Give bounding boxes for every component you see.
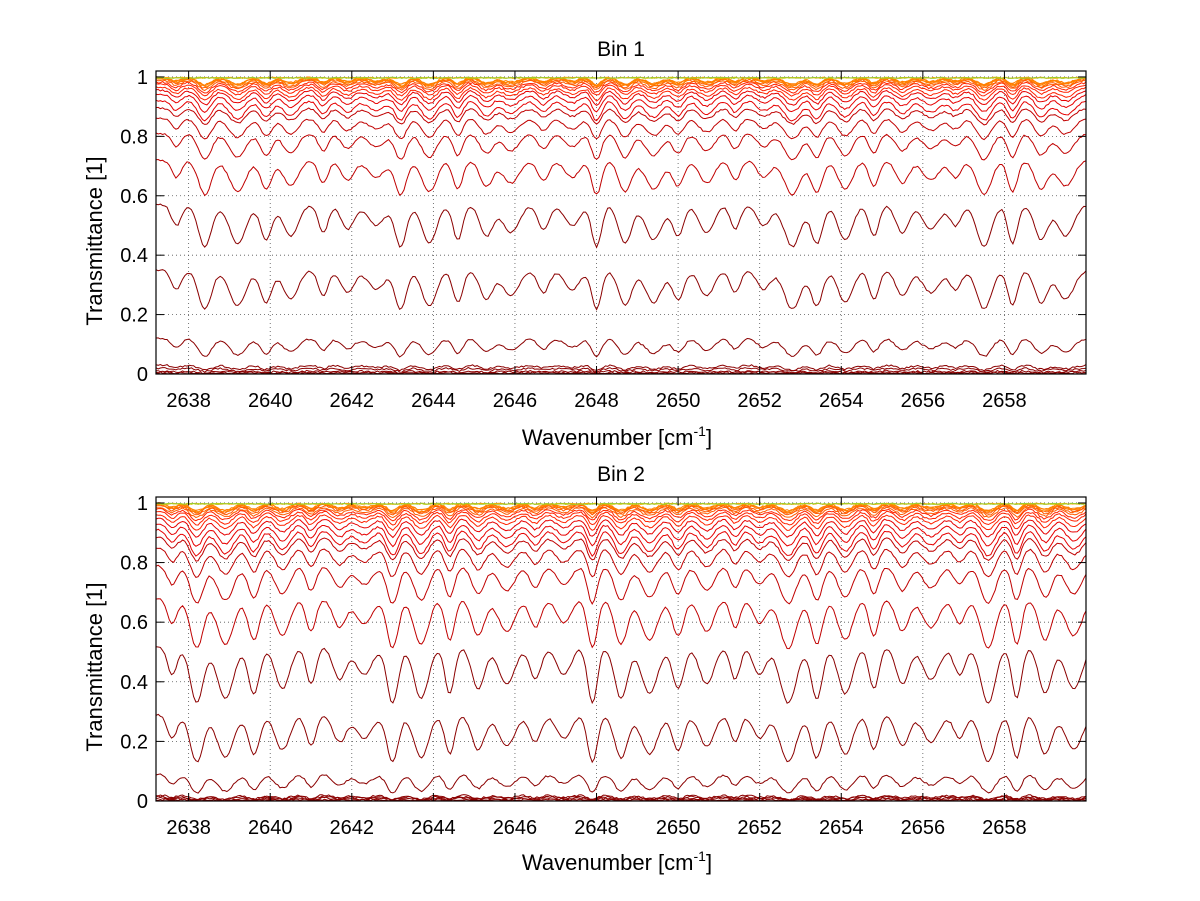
spectrum-series bbox=[155, 86, 1087, 102]
spectrum-series bbox=[155, 117, 1087, 141]
x-tick-label: 2652 bbox=[737, 390, 782, 412]
x-tick-label: 2652 bbox=[737, 817, 782, 839]
y-tick-label: 0.4 bbox=[120, 672, 148, 694]
x-tick-label: 2648 bbox=[574, 390, 619, 412]
spectrum-series bbox=[156, 794, 1087, 801]
y-tick-label: 0.2 bbox=[120, 731, 148, 753]
y-axis-label: Transmittance [1] bbox=[82, 156, 107, 325]
x-tick-label: 2646 bbox=[493, 390, 538, 412]
x-tick-label: 2644 bbox=[411, 817, 456, 839]
spectrum-series bbox=[155, 93, 1087, 113]
y-tick-label: 0.6 bbox=[120, 612, 148, 634]
spectrum-series bbox=[155, 547, 1087, 578]
chart-title: Bin 1 bbox=[597, 38, 645, 61]
x-tick-label: 2648 bbox=[574, 817, 619, 839]
x-axis-ticks: 2638 2640 2642 2644 2646 2648 2650 2652 2654 2656… bbox=[166, 497, 1027, 839]
spectrum-series bbox=[155, 366, 1087, 373]
x-tick-label: 2656 bbox=[901, 817, 946, 839]
spectrum-series bbox=[155, 369, 1087, 375]
spectrum-series bbox=[155, 79, 1087, 92]
spectrum-series bbox=[155, 269, 1087, 311]
x-tick-label: 2638 bbox=[166, 390, 211, 412]
spectrum-series bbox=[155, 106, 1087, 126]
y-axis-ticks: 0 0.2 0.4 0.6 0.8 1 bbox=[120, 493, 1086, 813]
spectrum-series bbox=[155, 203, 1087, 249]
x-tick-label: 2654 bbox=[819, 390, 864, 412]
spectrum-series bbox=[155, 76, 1087, 79]
spectrum-series bbox=[155, 773, 1087, 794]
y-tick-label: 0 bbox=[137, 791, 148, 813]
x-tick-label: 2656 bbox=[901, 390, 946, 412]
spectrum-series bbox=[155, 528, 1087, 558]
x-tick-label: 2650 bbox=[656, 817, 701, 839]
x-tick-label: 2640 bbox=[248, 390, 293, 412]
spectrum-series bbox=[155, 713, 1087, 764]
axes-frame bbox=[155, 496, 1087, 802]
chart-panel-bin-1: Bin 1 2638 2640 2642 2644 2646 2648 2650 2652 26… bbox=[82, 38, 1087, 450]
spectrum-series bbox=[155, 337, 1087, 358]
spectrum-series bbox=[155, 363, 1087, 372]
axes-frame bbox=[155, 70, 1087, 375]
spectrum-series bbox=[155, 510, 1087, 526]
spectrum-series bbox=[155, 132, 1087, 161]
x-tick-label: 2640 bbox=[248, 817, 293, 839]
chart-title: Bin 2 bbox=[597, 463, 645, 486]
x-tick-label: 2642 bbox=[330, 817, 375, 839]
spectrum-series bbox=[155, 564, 1087, 605]
y-tick-label: 1 bbox=[137, 493, 148, 515]
spectrum-series bbox=[155, 514, 1087, 531]
spectrum-series bbox=[155, 502, 1087, 506]
y-tick-label: 0 bbox=[137, 364, 148, 386]
x-tick-label: 2658 bbox=[982, 817, 1027, 839]
spectrum-series bbox=[155, 646, 1087, 705]
x-tick-label: 2658 bbox=[982, 390, 1027, 412]
y-tick-label: 0.4 bbox=[120, 245, 148, 267]
y-tick-label: 0.8 bbox=[120, 126, 148, 148]
spectrum-series bbox=[155, 517, 1087, 539]
x-axis-label: Wavenumber [cm-1] bbox=[522, 423, 712, 450]
spectrum-series bbox=[155, 507, 1087, 522]
spectrum-series bbox=[155, 81, 1087, 94]
spectrum-series bbox=[155, 503, 1087, 515]
y-axis-label: Transmittance [1] bbox=[82, 582, 107, 751]
spectrum-series bbox=[155, 83, 1087, 97]
spectrum-series bbox=[155, 506, 1087, 519]
spectrum-series bbox=[155, 158, 1087, 197]
y-tick-label: 0.8 bbox=[120, 553, 148, 575]
spectrum-series bbox=[155, 523, 1087, 548]
spectrum-series bbox=[155, 536, 1087, 562]
y-tick-label: 0.2 bbox=[120, 305, 148, 327]
spectrum-series bbox=[155, 598, 1087, 650]
y-tick-label: 1 bbox=[137, 67, 148, 89]
series-layer bbox=[155, 502, 1087, 802]
x-axis-ticks: 2638 2640 2642 2644 2646 2648 2650 2652 2654 2656… bbox=[166, 71, 1027, 412]
chart-panel-bin-2: Bin 2 2638 2640 2642 2644 2646 2648 2650 2652 26… bbox=[82, 463, 1087, 875]
x-tick-label: 2638 bbox=[166, 817, 211, 839]
x-axis-label: Wavenumber [cm-1] bbox=[522, 848, 712, 875]
x-tick-label: 2644 bbox=[411, 390, 456, 412]
spectrum-series bbox=[155, 502, 1087, 512]
spectrum-series bbox=[155, 88, 1087, 107]
y-axis-ticks: 0 0.2 0.4 0.6 0.8 1 bbox=[120, 67, 1086, 386]
x-tick-label: 2642 bbox=[330, 390, 375, 412]
x-tick-label: 2650 bbox=[656, 390, 701, 412]
y-tick-label: 0.6 bbox=[120, 186, 148, 208]
spectrum-series bbox=[155, 99, 1087, 122]
x-tick-label: 2646 bbox=[493, 817, 538, 839]
x-tick-label: 2654 bbox=[819, 817, 864, 839]
